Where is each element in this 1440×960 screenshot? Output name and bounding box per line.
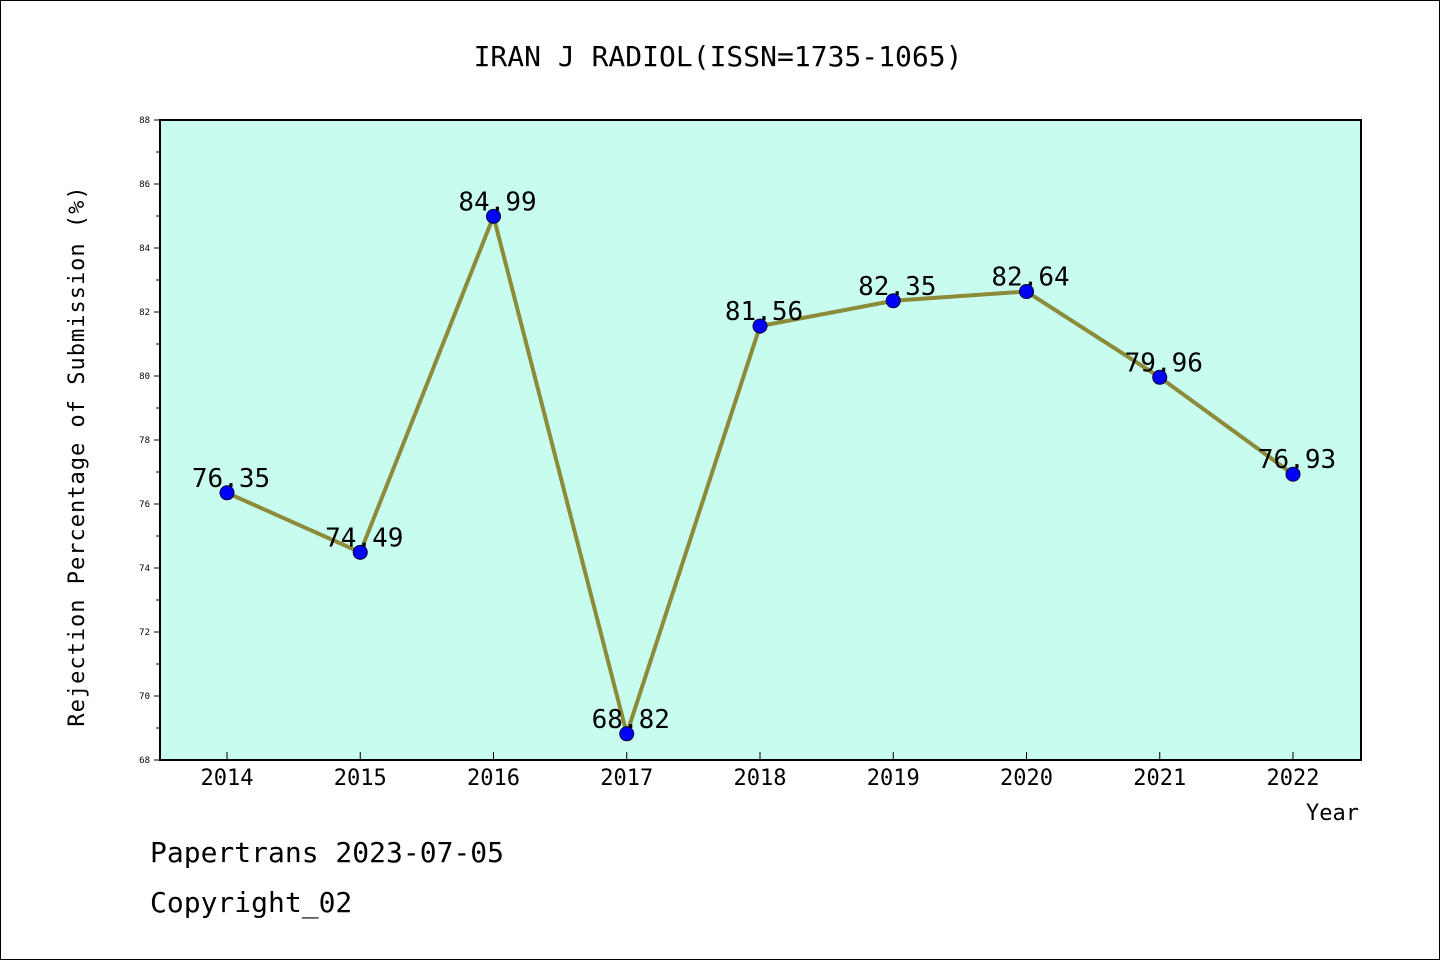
- x-tick-label: 2019: [867, 766, 920, 791]
- x-tick-label: 2017: [600, 766, 653, 791]
- y-tick-label: 72: [139, 628, 150, 638]
- data-label: 82.64: [991, 263, 1069, 293]
- y-tick-label: 76: [139, 500, 150, 510]
- data-point: [352, 544, 368, 560]
- data-label: 84.99: [458, 187, 536, 217]
- data-label: 76.93: [1258, 445, 1336, 475]
- data-point: [219, 485, 235, 501]
- footer-papertrans: Papertrans 2023-07-05: [150, 836, 505, 869]
- y-tick-label: 84: [139, 244, 150, 254]
- x-tick-label: 2020: [1000, 766, 1053, 791]
- y-tick-label: 78: [139, 436, 150, 446]
- data-point: [1285, 466, 1301, 482]
- data-label: 74.49: [325, 523, 403, 553]
- x-axis-label: Year: [1306, 801, 1359, 826]
- data-point: [486, 208, 501, 224]
- x-tick-label: 2014: [201, 766, 254, 791]
- y-tick-label: 74: [139, 564, 150, 574]
- data-point: [619, 726, 635, 742]
- y-tick-label: 80: [139, 372, 150, 382]
- plot-area: [159, 119, 1362, 761]
- y-tick-label: 88: [139, 116, 150, 126]
- data-labels: 76.35 74.49 84.99 68.82 81.56 82.35 82.64 79.96…: [192, 187, 1336, 734]
- data-label: 79.96: [1125, 348, 1203, 378]
- footer-copyright: Copyright_02: [150, 886, 353, 919]
- y-tick-label: 82: [139, 308, 150, 318]
- data-markers: [219, 208, 1301, 742]
- data-label: 76.35: [192, 464, 270, 494]
- y-axis-label: Rejection Percentage of Submission (%): [65, 185, 90, 726]
- x-tick-label: 2022: [1267, 766, 1320, 791]
- chart-title: IRAN J RADIOL(ISSN=1735-1065): [474, 40, 963, 73]
- y-tick-label: 86: [139, 180, 150, 190]
- y-tick-label: 70: [139, 692, 150, 702]
- data-point: [1019, 284, 1034, 300]
- x-axis-ticks: 2014 2015 2016 2017 2018 2019 2020 2021 2022: [201, 752, 1320, 791]
- data-label: 82.35: [858, 272, 936, 302]
- x-tick-label: 2018: [734, 766, 787, 791]
- y-tick-label: 68: [139, 756, 150, 766]
- data-point: [1152, 369, 1168, 385]
- data-point: [885, 293, 901, 309]
- data-label: 68.82: [592, 705, 670, 735]
- data-label: 81.56: [725, 297, 803, 327]
- x-tick-label: 2016: [467, 766, 520, 791]
- x-tick-label: 2021: [1133, 766, 1186, 791]
- y-axis-ticks: 68 70 72 74 76 78 80 82 84 86 88: [139, 116, 160, 766]
- x-tick-label: 2015: [334, 766, 387, 791]
- data-point: [752, 318, 768, 334]
